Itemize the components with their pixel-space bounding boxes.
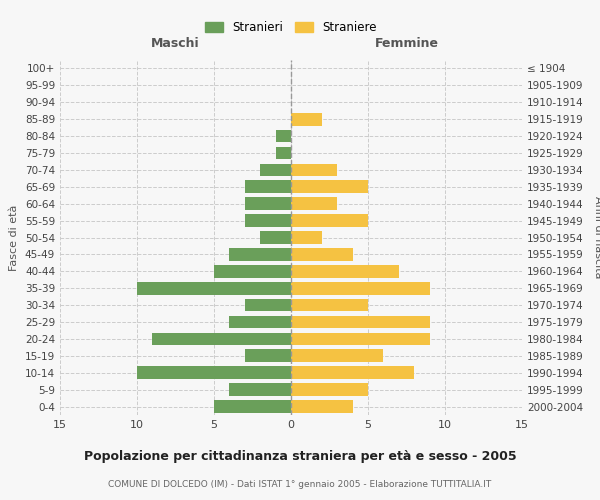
Bar [229,248,291,260]
Bar [245,180,291,193]
Y-axis label: Fasce di età: Fasce di età [10,204,19,270]
Bar [291,350,383,362]
Bar [291,282,430,294]
Bar [214,265,291,278]
Bar [291,366,414,379]
Y-axis label: Anni di nascita: Anni di nascita [593,196,600,279]
Bar [137,366,291,379]
Bar [291,400,353,413]
Bar [245,214,291,227]
Bar [291,248,353,260]
Bar [214,400,291,413]
Bar [245,198,291,210]
Bar [291,113,322,126]
Bar [291,214,368,227]
Bar [245,299,291,312]
Bar [291,332,430,345]
Bar [291,231,322,244]
Bar [275,146,291,160]
Text: COMUNE DI DOLCEDO (IM) - Dati ISTAT 1° gennaio 2005 - Elaborazione TUTTITALIA.IT: COMUNE DI DOLCEDO (IM) - Dati ISTAT 1° g… [109,480,491,489]
Bar [260,164,291,176]
Bar [291,316,430,328]
Bar [291,265,399,278]
Bar [291,180,368,193]
Text: Femmine: Femmine [374,37,439,50]
Bar [291,198,337,210]
Bar [229,316,291,328]
Text: Popolazione per cittadinanza straniera per età e sesso - 2005: Popolazione per cittadinanza straniera p… [83,450,517,463]
Bar [291,299,368,312]
Bar [245,350,291,362]
Bar [152,332,291,345]
Bar [291,384,368,396]
Bar [291,164,337,176]
Text: Maschi: Maschi [151,37,200,50]
Bar [260,231,291,244]
Bar [137,282,291,294]
Bar [275,130,291,142]
Bar [229,384,291,396]
Legend: Stranieri, Straniere: Stranieri, Straniere [200,16,382,38]
